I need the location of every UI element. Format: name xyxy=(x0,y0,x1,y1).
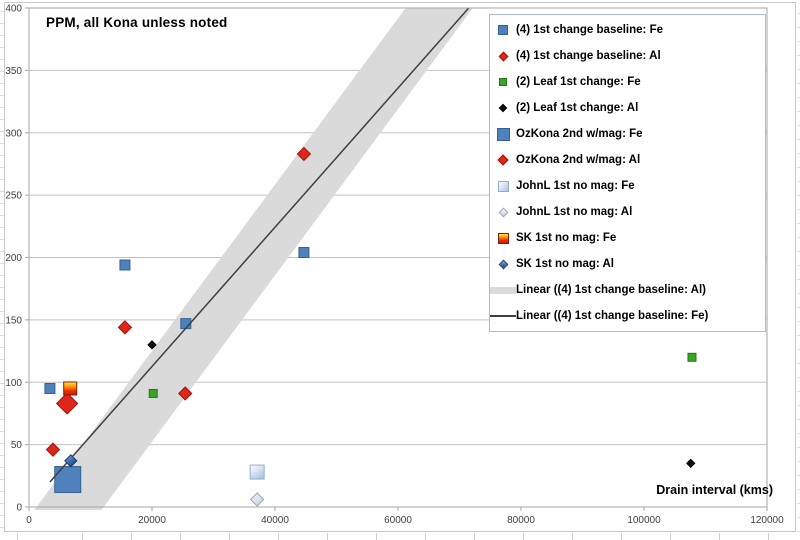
series-sk-1st-no-mag-fe xyxy=(63,381,78,396)
series--2-leaf-1st-change-al xyxy=(147,340,696,469)
data-point[interactable] xyxy=(148,388,158,398)
data-point[interactable] xyxy=(687,352,697,362)
spreadsheet-column-ticks-bottom xyxy=(0,533,800,540)
legend-item-label: OzKona 2nd w/mag: Fe xyxy=(516,128,643,140)
data-point[interactable] xyxy=(55,392,79,415)
trendline-band-al[interactable] xyxy=(34,0,472,532)
trendline-line-fe[interactable] xyxy=(49,8,470,483)
data-point[interactable] xyxy=(64,454,78,468)
legend: (4) 1st change baseline: Fe (4) 1st chang… xyxy=(489,14,766,332)
data-point[interactable] xyxy=(44,382,56,394)
y-tick-label: 150 xyxy=(5,315,22,326)
legend-diamond-icon xyxy=(490,103,516,113)
y-tick-label: 300 xyxy=(5,128,22,139)
legend-item-label: SK 1st no mag: Al xyxy=(516,258,614,270)
y-tick-label: 250 xyxy=(5,191,22,202)
legend-item-label: JohnL 1st no mag: Al xyxy=(516,206,633,218)
trendline-al[interactable] xyxy=(34,0,472,532)
x-tick-label: 100000 xyxy=(627,515,661,526)
data-point[interactable] xyxy=(296,146,312,162)
legend-band-swatch xyxy=(490,286,516,294)
legend-diamond-icon xyxy=(490,51,516,61)
x-tick-label: 20000 xyxy=(138,515,166,526)
legend-item[interactable]: JohnL 1st no mag: Fe xyxy=(490,174,765,198)
legend-square-icon xyxy=(490,180,516,192)
legend-item[interactable]: JohnL 1st no mag: Al xyxy=(490,200,765,224)
y-tick-label: 100 xyxy=(5,378,22,389)
y-tick-label: 200 xyxy=(5,253,22,264)
series--2-leaf-1st-change-fe xyxy=(148,352,697,398)
x-tick-label: 80000 xyxy=(507,515,535,526)
y-tick-label: 400 xyxy=(5,4,22,15)
data-points-front xyxy=(63,381,265,507)
legend-item-label: (4) 1st change baseline: Fe xyxy=(516,24,663,36)
legend-item-label: (4) 1st change baseline: Al xyxy=(516,50,661,62)
legend-item[interactable]: (2) Leaf 1st change: Fe xyxy=(490,70,765,94)
y-tick-label: 50 xyxy=(11,440,23,451)
legend-line-swatch xyxy=(490,315,516,317)
data-point[interactable] xyxy=(298,247,310,259)
spreadsheet-row-lines-left xyxy=(0,0,4,532)
data-point[interactable] xyxy=(249,492,265,507)
x-tick-label: 0 xyxy=(26,515,32,526)
legend-diamond-icon xyxy=(490,207,516,217)
data-point[interactable] xyxy=(249,464,265,480)
series--4-1st-change-baseline-fe xyxy=(44,247,310,394)
legend-item[interactable]: (4) 1st change baseline: Fe xyxy=(490,18,765,42)
legend-diamond-icon xyxy=(490,259,516,269)
x-tick-label: 40000 xyxy=(261,515,289,526)
series-sk-1st-no-mag-al xyxy=(64,454,78,468)
legend-item-label: (2) Leaf 1st change: Fe xyxy=(516,76,641,88)
legend-item[interactable]: (2) Leaf 1st change: Al xyxy=(490,96,765,120)
legend-item-label: (2) Leaf 1st change: Al xyxy=(516,102,639,114)
legend-item[interactable]: Linear ((4) 1st change baseline: Fe) xyxy=(490,304,765,328)
chart-title: PPM, all Kona unless noted xyxy=(46,15,228,30)
legend-diamond-icon xyxy=(490,154,516,166)
legend-item[interactable]: (4) 1st change baseline: Al xyxy=(490,44,765,68)
legend-item-label: OzKona 2nd w/mag: Al xyxy=(516,154,641,166)
data-point[interactable] xyxy=(686,458,696,469)
legend-item-label: SK 1st no mag: Fe xyxy=(516,232,617,244)
spreadsheet-row-lines-right xyxy=(797,0,800,532)
x-axis-title: Drain interval (kms) xyxy=(656,483,773,497)
legend-square-icon xyxy=(490,232,516,244)
legend-item[interactable]: SK 1st no mag: Fe xyxy=(490,226,765,250)
axes-and-ticks xyxy=(25,7,768,511)
legend-item-label: Linear ((4) 1st change baseline: Al) xyxy=(516,284,707,296)
data-point[interactable] xyxy=(54,466,82,494)
x-tick-label: 60000 xyxy=(384,515,412,526)
data-point[interactable] xyxy=(117,320,133,335)
y-tick-label: 0 xyxy=(16,503,22,514)
series-johnl-1st-no-mag-fe xyxy=(249,464,265,480)
legend-item[interactable]: OzKona 2nd w/mag: Al xyxy=(490,148,765,172)
data-point[interactable] xyxy=(147,340,157,350)
legend-square-icon xyxy=(490,25,516,35)
data-points-back xyxy=(44,146,697,494)
series-johnl-1st-no-mag-al xyxy=(249,492,265,507)
legend-item[interactable]: Linear ((4) 1st change baseline: Al) xyxy=(490,278,765,302)
data-point[interactable] xyxy=(45,442,61,457)
series-ozkona-2nd-w-mag-al xyxy=(55,392,79,415)
y-tick-label: 350 xyxy=(5,66,22,77)
data-point[interactable] xyxy=(119,259,131,271)
data-point[interactable] xyxy=(63,381,78,396)
legend-square-icon xyxy=(490,78,516,86)
legend-item[interactable]: OzKona 2nd w/mag: Fe xyxy=(490,122,765,146)
x-tick-label: 120000 xyxy=(750,515,784,526)
legend-item[interactable]: SK 1st no mag: Al xyxy=(490,252,765,276)
data-point[interactable] xyxy=(178,386,193,401)
axis-tick-labels: 0 20000 40000 60000 80000 100000 120000 0 50 100 1… xyxy=(5,4,784,527)
legend-square-icon xyxy=(490,127,516,141)
series-ozkona-2nd-w-mag-fe xyxy=(54,466,82,494)
series--4-1st-change-baseline-al xyxy=(45,146,312,457)
trendline-fe[interactable] xyxy=(49,8,470,483)
legend-item-label: JohnL 1st no mag: Fe xyxy=(516,180,635,192)
legend-item-label: Linear ((4) 1st change baseline: Fe) xyxy=(516,310,709,322)
